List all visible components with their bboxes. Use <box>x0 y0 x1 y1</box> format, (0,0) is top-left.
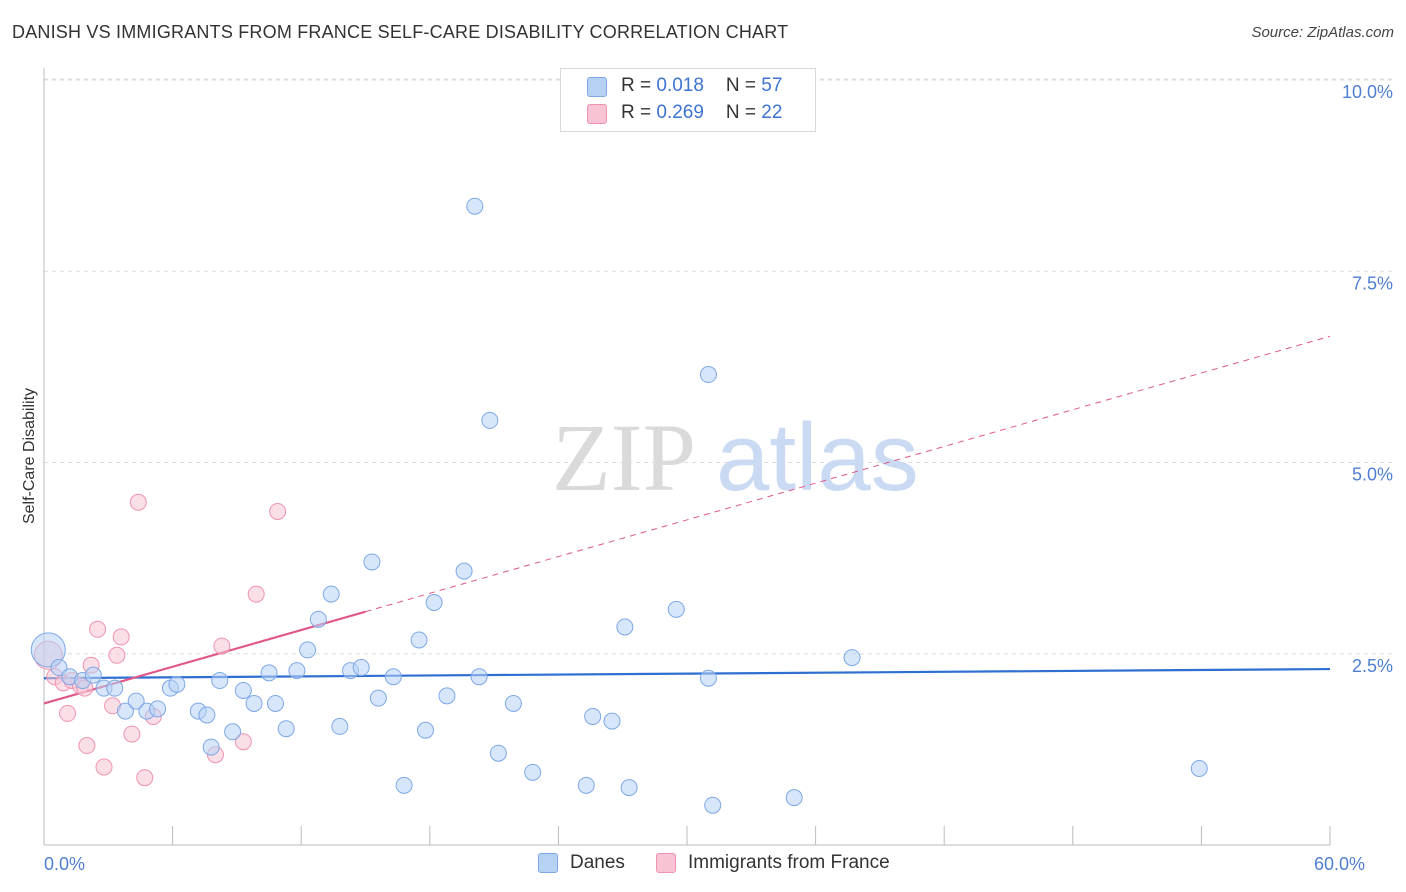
source-label: Source: ZipAtlas.com <box>1251 24 1394 41</box>
legend-r-value: 0.018 <box>656 75 704 96</box>
legend-n-label: N = <box>725 102 762 123</box>
danes-point <box>466 197 484 215</box>
danes-point <box>260 664 278 682</box>
danes-point <box>277 720 295 738</box>
france-trend-line-dashed <box>365 335 1331 613</box>
legend-swatch-france <box>587 104 607 124</box>
y-tick-label: 2.5% <box>1352 656 1393 676</box>
bottom-legend-swatch-france <box>656 853 676 873</box>
danes-point <box>699 669 717 687</box>
danes-point <box>438 687 456 705</box>
danes-point <box>331 717 349 735</box>
x-tick-label: 60.0% <box>1314 854 1365 874</box>
france-point <box>78 737 96 755</box>
legend-r-value: 0.269 <box>656 102 704 123</box>
danes-point <box>470 668 488 686</box>
france-point <box>269 502 287 520</box>
france-point <box>89 620 107 638</box>
danes-point <box>455 562 473 580</box>
danes-point <box>504 694 522 712</box>
danes-point <box>417 721 435 739</box>
danes-point <box>211 672 229 690</box>
points-layer <box>30 197 1208 814</box>
danes-point <box>363 553 381 571</box>
france-point <box>247 585 265 603</box>
danes-point <box>168 675 186 693</box>
danes-point <box>149 700 167 718</box>
france-point <box>136 769 154 787</box>
legend-n-value: 22 <box>761 102 783 123</box>
legend-r-label: R = <box>621 102 657 123</box>
danes-point <box>489 744 507 762</box>
chart-title: DANISH VS IMMIGRANTS FROM FRANCE SELF-CA… <box>12 22 789 42</box>
danes-point <box>603 712 621 730</box>
y-tick-label: 5.0% <box>1352 465 1393 485</box>
danes-point <box>369 689 387 707</box>
danes-point <box>245 694 263 712</box>
france-point <box>112 628 130 646</box>
danes-point <box>481 411 499 429</box>
bottom-legend-label-france: Immigrants from France <box>688 852 890 873</box>
trend-layer <box>43 335 1331 705</box>
axes-layer <box>43 68 1330 846</box>
danes-point <box>288 662 306 680</box>
grid-layer <box>43 78 1392 845</box>
legend-text-france: R = 0.269 N = 22 <box>621 102 782 124</box>
france-point <box>234 733 252 751</box>
danes-point <box>699 366 717 384</box>
danes-point <box>384 668 402 686</box>
bottom-legend-label-danes: Danes <box>570 852 625 873</box>
danes-point <box>266 694 284 712</box>
danes-point <box>202 738 220 756</box>
danes-point <box>843 649 861 667</box>
legend-r-label: R = <box>621 75 657 96</box>
danes-point <box>30 632 66 668</box>
danes-point <box>224 723 242 741</box>
y-axis-label: Self-Care Disability <box>21 388 38 524</box>
y-tick-label: 7.5% <box>1352 273 1393 293</box>
legend: R = 0.018 N = 57 R = 0.269 N = 22 <box>560 68 816 132</box>
danes-trend-line <box>43 667 1331 680</box>
danes-point <box>116 702 134 720</box>
x-tick-label: 0.0% <box>44 854 85 874</box>
danes-point <box>309 610 327 628</box>
danes-point <box>106 679 124 697</box>
watermark-atlas: atlas <box>716 404 919 511</box>
legend-text-danes: R = 0.018 N = 57 <box>621 75 782 97</box>
france-point <box>123 725 141 743</box>
danes-point <box>704 796 722 814</box>
danes-point <box>84 666 102 684</box>
danes-point <box>785 789 803 807</box>
danes-point <box>198 706 216 724</box>
danes-point <box>577 776 595 794</box>
france-point <box>213 637 231 655</box>
danes-point <box>352 659 370 677</box>
france-point <box>95 758 113 776</box>
danes-point <box>395 776 413 794</box>
france-point <box>59 704 77 722</box>
danes-point <box>1190 760 1208 777</box>
danes-point <box>616 618 634 636</box>
danes-point <box>322 585 340 603</box>
danes-point <box>299 641 317 659</box>
y-tick-label: 10.0% <box>1342 82 1393 102</box>
legend-n-label: N = <box>725 75 762 96</box>
france-point <box>129 493 147 511</box>
danes-point <box>234 681 252 699</box>
legend-n-value: 57 <box>761 75 783 96</box>
danes-point <box>425 593 443 611</box>
legend-swatch-danes <box>587 77 607 97</box>
france-point <box>108 646 126 664</box>
labels-layer: 2.5% 5.0% 7.5% 10.0% 0.0% 60.0% <box>44 82 1393 874</box>
danes-point <box>667 600 685 618</box>
danes-point <box>620 779 638 797</box>
bottom-legend-swatch-danes <box>538 853 558 873</box>
danes-point <box>524 763 542 781</box>
danes-point <box>410 631 428 649</box>
watermark: ZIP atlas <box>552 404 919 511</box>
danes-point <box>127 692 145 710</box>
watermark-zip: ZIP <box>552 404 696 511</box>
danes-point <box>584 707 602 725</box>
